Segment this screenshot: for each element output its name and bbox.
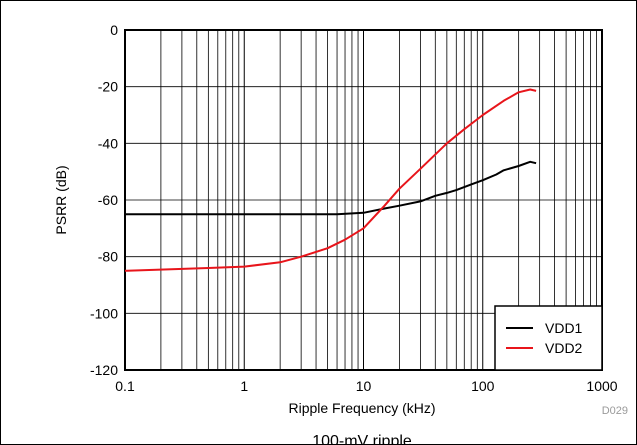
y-tick-label: 0	[110, 22, 118, 38]
y-tick-label: -40	[98, 135, 118, 151]
figure-code: D029	[602, 405, 628, 417]
series-line-vdd1	[125, 160, 537, 216]
x-axis-label: Ripple Frequency (kHz)	[288, 400, 435, 416]
y-tick-label: -20	[98, 79, 118, 95]
x-tick-label: 10	[356, 378, 372, 394]
x-tick-label: 1	[240, 378, 248, 394]
y-tick-label: -80	[98, 249, 118, 265]
y-tick-label: -60	[98, 192, 118, 208]
y-tick-label: -100	[90, 305, 118, 321]
series-line-vdd2	[124, 88, 537, 272]
y-tick-label: -120	[90, 362, 118, 378]
plot-area: 0.1 1 10 100 1000 0 -20 -40 -60 -80 -100 -120 VDD1 VD…	[90, 22, 618, 394]
legend-label-vdd2: VDD2	[545, 340, 583, 356]
plot-border	[124, 29, 603, 371]
legend-label-vdd1: VDD1	[545, 320, 583, 336]
y-axis-label: PSRR (dB)	[53, 165, 69, 234]
legend-box	[494, 305, 603, 371]
caption: 100-mV ripple	[312, 433, 412, 445]
x-tick-label: 1000	[586, 378, 617, 394]
x-tick-label: 100	[471, 378, 495, 394]
x-tick-label: 0.1	[115, 378, 135, 394]
